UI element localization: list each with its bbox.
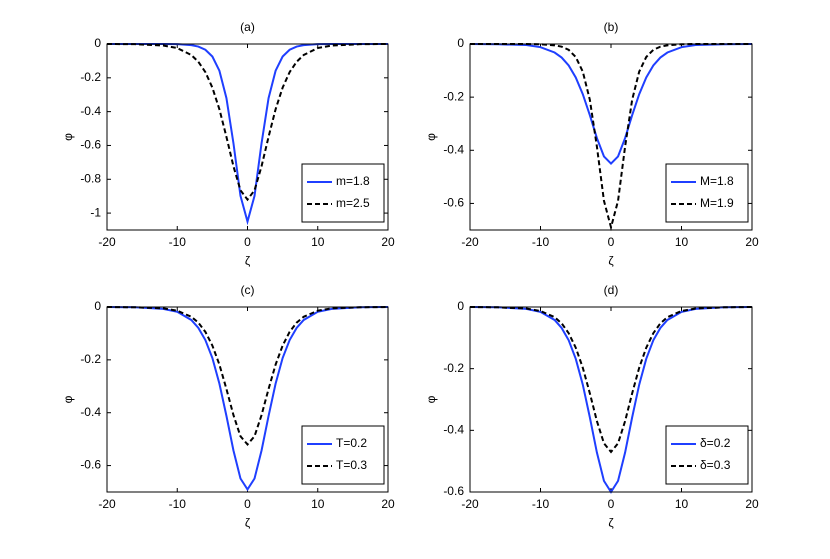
x-tick-label: -10 [532, 235, 550, 249]
x-tick-label: 0 [244, 235, 251, 249]
legend-label: T=0.2 [336, 436, 367, 450]
legend-label: T=0.3 [336, 458, 367, 472]
y-tick-label: 0 [94, 299, 101, 313]
x-tick-label: 20 [745, 497, 759, 511]
panel-title: (c) [241, 283, 255, 297]
series-line [469, 43, 753, 165]
y-axis-label: φ [424, 133, 438, 141]
y-tick-label: -0.6 [443, 484, 464, 498]
y-tick-label: 0 [457, 36, 464, 50]
x-tick-label: 10 [311, 235, 325, 249]
x-tick-label: 0 [608, 497, 615, 511]
x-tick-label: 10 [311, 497, 325, 511]
x-axis-label: ζ [245, 254, 251, 268]
legend-label: M=1.9 [700, 196, 734, 210]
x-tick-label: -20 [98, 497, 116, 511]
x-axis-label: ζ [608, 254, 614, 268]
series-line [107, 43, 388, 226]
y-tick-label: -0.4 [443, 142, 464, 156]
plot-frame [469, 306, 753, 493]
y-tick-label: -0.2 [80, 70, 101, 84]
y-tick-label: 0 [94, 36, 101, 50]
legend-box [301, 163, 385, 223]
y-tick-label: -0.4 [80, 405, 101, 419]
x-tick-label: 0 [244, 497, 251, 511]
y-tick-label: -1 [90, 205, 101, 219]
panel-title: (b) [604, 20, 619, 34]
legend-label: δ=0.3 [700, 458, 731, 472]
series-line [106, 306, 389, 492]
y-tick-label: -0.2 [443, 89, 464, 103]
panel-title: (d) [604, 283, 619, 297]
legend-label: m=1.8 [336, 174, 370, 188]
x-tick-label: -20 [461, 235, 479, 249]
series-line [106, 43, 389, 202]
y-tick-label: -0.4 [443, 423, 464, 437]
x-tick-label: 10 [675, 497, 689, 511]
series-line [470, 43, 752, 232]
y-axis-label: φ [424, 395, 438, 403]
x-tick-label: 20 [381, 235, 395, 249]
y-tick-label: -0.2 [80, 352, 101, 366]
x-tick-label: -10 [532, 497, 550, 511]
x-axis-label: ζ [245, 516, 251, 530]
x-tick-label: -10 [169, 235, 187, 249]
legend-label: M=1.8 [700, 174, 734, 188]
x-tick-label: -20 [98, 235, 116, 249]
x-tick-label: -10 [169, 497, 187, 511]
x-tick-label: 20 [381, 497, 395, 511]
series-line [106, 306, 389, 446]
y-tick-label: -0.6 [80, 138, 101, 152]
legend-label: δ=0.2 [700, 436, 731, 450]
y-tick-label: -0.6 [443, 196, 464, 210]
plot-frame [106, 43, 389, 231]
y-tick-label: -0.2 [443, 361, 464, 375]
x-axis-label: ζ [608, 516, 614, 530]
y-tick-label: -0.6 [80, 458, 101, 472]
y-tick-label: -0.8 [80, 171, 101, 185]
x-tick-label: -20 [461, 497, 479, 511]
series-line [469, 306, 753, 454]
y-axis-label: φ [61, 133, 75, 141]
y-axis-label: φ [61, 395, 75, 403]
legend-box [301, 425, 385, 485]
plot-frame [469, 43, 753, 231]
y-tick-label: 0 [457, 299, 464, 313]
legend-box [665, 163, 749, 223]
y-tick-label: -0.4 [80, 104, 101, 118]
legend-label: m=2.5 [336, 196, 370, 210]
x-tick-label: 10 [675, 235, 689, 249]
x-tick-label: 20 [745, 235, 759, 249]
panel-title: (a) [240, 20, 255, 34]
x-tick-label: 0 [608, 235, 615, 249]
plot-frame [106, 306, 389, 493]
legend-box [665, 425, 749, 485]
